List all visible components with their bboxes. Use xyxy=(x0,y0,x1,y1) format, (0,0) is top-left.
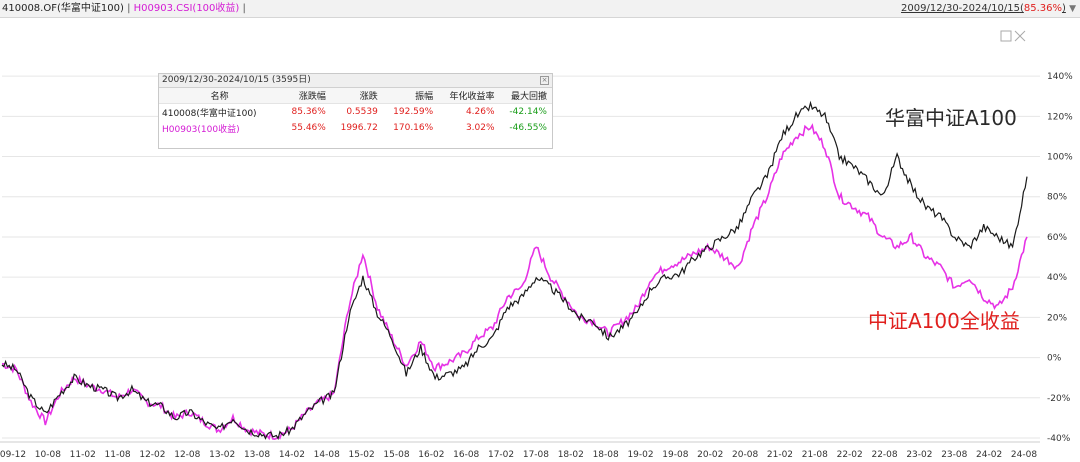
x-tick-label: 16-02 xyxy=(418,450,444,460)
stats-title: 2009/12/30-2024/10/15 (3595日) × xyxy=(159,74,552,88)
x-tick-label: 23-02 xyxy=(906,450,932,460)
x-tick-label: 20-08 xyxy=(732,450,758,460)
x-tick-label: 13-08 xyxy=(244,450,270,460)
row-change-pct: 85.36% xyxy=(291,107,326,117)
x-tick-label: 18-08 xyxy=(593,450,619,460)
x-tick-label: 11-08 xyxy=(105,450,131,460)
col-drawdown: 最大回撤 xyxy=(499,88,552,104)
x-tick-label: 09-12 xyxy=(0,450,26,460)
series-line-index xyxy=(1,123,1028,441)
row-change: 0.5539 xyxy=(346,107,378,117)
x-tick-label: 21-08 xyxy=(802,450,828,460)
panel-close-icon[interactable]: × xyxy=(540,76,549,85)
row-name: 410008(华富中证100) xyxy=(162,108,257,119)
row-annual: 3.02% xyxy=(465,123,495,133)
x-tick-label: 10-08 xyxy=(35,450,61,460)
stats-table: 名称 涨跌幅 涨跌 振幅 年化收益率 最大回撤 410008(华富中证100) … xyxy=(159,88,552,136)
y-tick-label: 80% xyxy=(1047,193,1067,203)
x-tick-label: 22-02 xyxy=(837,450,863,460)
maximize-icon[interactable] xyxy=(1000,30,1012,42)
col-annual: 年化收益率 xyxy=(438,88,500,104)
range-display[interactable]: 2009/12/30-2024/10/15(85.36%) ▼ xyxy=(901,3,1076,14)
x-tick-label: 12-02 xyxy=(139,450,165,460)
y-tick-label: 100% xyxy=(1047,153,1073,163)
annotation-fund: 华富中证A100 xyxy=(885,106,1017,130)
y-tick-label: 120% xyxy=(1047,112,1073,122)
row-change-pct: 55.46% xyxy=(291,123,326,133)
x-tick-label: 14-02 xyxy=(279,450,305,460)
table-row[interactable]: 410008(华富中证100) 85.36% 0.5539 192.59% 4.… xyxy=(159,104,552,121)
y-tick-label: 140% xyxy=(1047,72,1073,82)
y-tick-label: 20% xyxy=(1047,313,1067,323)
close-icon[interactable] xyxy=(1014,30,1026,42)
table-row[interactable]: H00903(100收益) 55.46% 1996.72 170.16% 3.0… xyxy=(159,120,552,136)
range-pct: 85.36% xyxy=(1023,3,1062,14)
row-change: 1996.72 xyxy=(340,123,378,133)
x-tick-label: 12-08 xyxy=(174,450,200,460)
legend-sep-2: | xyxy=(242,3,246,14)
y-axis-ticks: 140% 120% 100% 80% 60% 40% 20% 0% -20% -40% xyxy=(1047,72,1073,444)
col-amplitude: 振幅 xyxy=(382,88,439,104)
y-tick-label: 0% xyxy=(1047,354,1062,364)
col-change-pct: 涨跌幅 xyxy=(282,88,331,104)
x-axis-ticks: 09-12 10-08 11-02 11-08 12-02 12-08 13-02 13-08… xyxy=(0,441,1040,460)
row-name: H00903(100收益) xyxy=(162,124,240,135)
range-dates[interactable]: 2009/12/30-2024/10/15 xyxy=(901,3,1020,14)
row-amplitude: 170.16% xyxy=(393,123,434,133)
annotation-index: 中证A100全收益 xyxy=(868,309,1020,333)
stats-panel: 2009/12/30-2024/10/15 (3595日) × 名称 涨跌幅 涨… xyxy=(158,73,553,149)
legend-fund[interactable]: 410008.OF(华富中证100) xyxy=(2,3,124,14)
x-tick-label: 13-02 xyxy=(209,450,235,460)
x-tick-label: 15-02 xyxy=(349,450,375,460)
series-legend: 410008.OF(华富中证100) | H00903.CSI(100收益) | xyxy=(2,0,246,17)
x-tick-label: 23-08 xyxy=(941,450,967,460)
x-tick-label: 15-08 xyxy=(383,450,409,460)
y-tick-label: -40% xyxy=(1047,434,1071,444)
x-tick-label: 16-08 xyxy=(453,450,479,460)
x-tick-label: 17-08 xyxy=(523,450,549,460)
y-tick-label: 60% xyxy=(1047,233,1067,243)
x-tick-label: 14-08 xyxy=(314,450,340,460)
legend-sep-1: | xyxy=(127,3,131,14)
stats-title-text: 2009/12/30-2024/10/15 (3595日) xyxy=(162,75,311,85)
line-chart[interactable]: 140% 120% 100% 80% 60% 40% 20% 0% -20% -40% 09-12… xyxy=(0,18,1080,462)
x-tick-label: 19-08 xyxy=(662,450,688,460)
row-drawdown: -46.55% xyxy=(509,123,547,133)
window-controls[interactable] xyxy=(1000,30,1026,42)
chart-header: 410008.OF(华富中证100) | H00903.CSI(100收益) |… xyxy=(0,0,1080,18)
x-tick-label: 20-02 xyxy=(697,450,723,460)
x-tick-label: 21-02 xyxy=(767,450,793,460)
row-annual: 4.26% xyxy=(465,107,495,117)
x-tick-label: 18-02 xyxy=(558,450,584,460)
x-tick-label: 24-08 xyxy=(1011,450,1037,460)
x-tick-label: 19-02 xyxy=(627,450,653,460)
col-name: 名称 xyxy=(159,88,283,104)
row-amplitude: 192.59% xyxy=(393,107,434,117)
y-tick-label: 40% xyxy=(1047,273,1067,283)
y-tick-label: -20% xyxy=(1047,394,1071,404)
x-tick-label: 17-02 xyxy=(488,450,514,460)
series-line-fund xyxy=(1,100,1028,441)
row-drawdown: -42.14% xyxy=(509,107,547,117)
x-tick-label: 11-02 xyxy=(70,450,96,460)
col-change: 涨跌 xyxy=(330,88,383,104)
legend-index[interactable]: H00903.CSI(100收益) xyxy=(133,3,240,14)
x-tick-label: 22-08 xyxy=(871,450,897,460)
x-tick-label: 24-02 xyxy=(976,450,1002,460)
dropdown-caret-icon[interactable]: ▼ xyxy=(1069,4,1076,14)
